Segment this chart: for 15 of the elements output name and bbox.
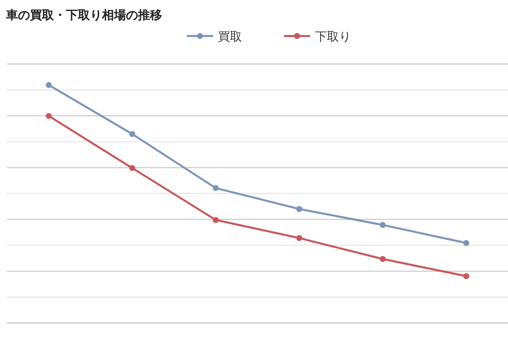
point <box>46 82 52 88</box>
point <box>129 131 136 138</box>
point <box>296 206 302 212</box>
legend-label: 下取り <box>315 30 351 44</box>
point <box>463 273 470 280</box>
point <box>296 235 302 242</box>
point <box>212 185 219 192</box>
point <box>380 222 386 228</box>
legend-label: 買取 <box>218 30 242 44</box>
point <box>463 240 470 246</box>
point <box>129 165 136 172</box>
point <box>380 256 386 262</box>
point <box>46 112 52 119</box>
chart-title: 車の買取・下取り相場の推移 <box>5 8 162 22</box>
point <box>212 216 219 223</box>
